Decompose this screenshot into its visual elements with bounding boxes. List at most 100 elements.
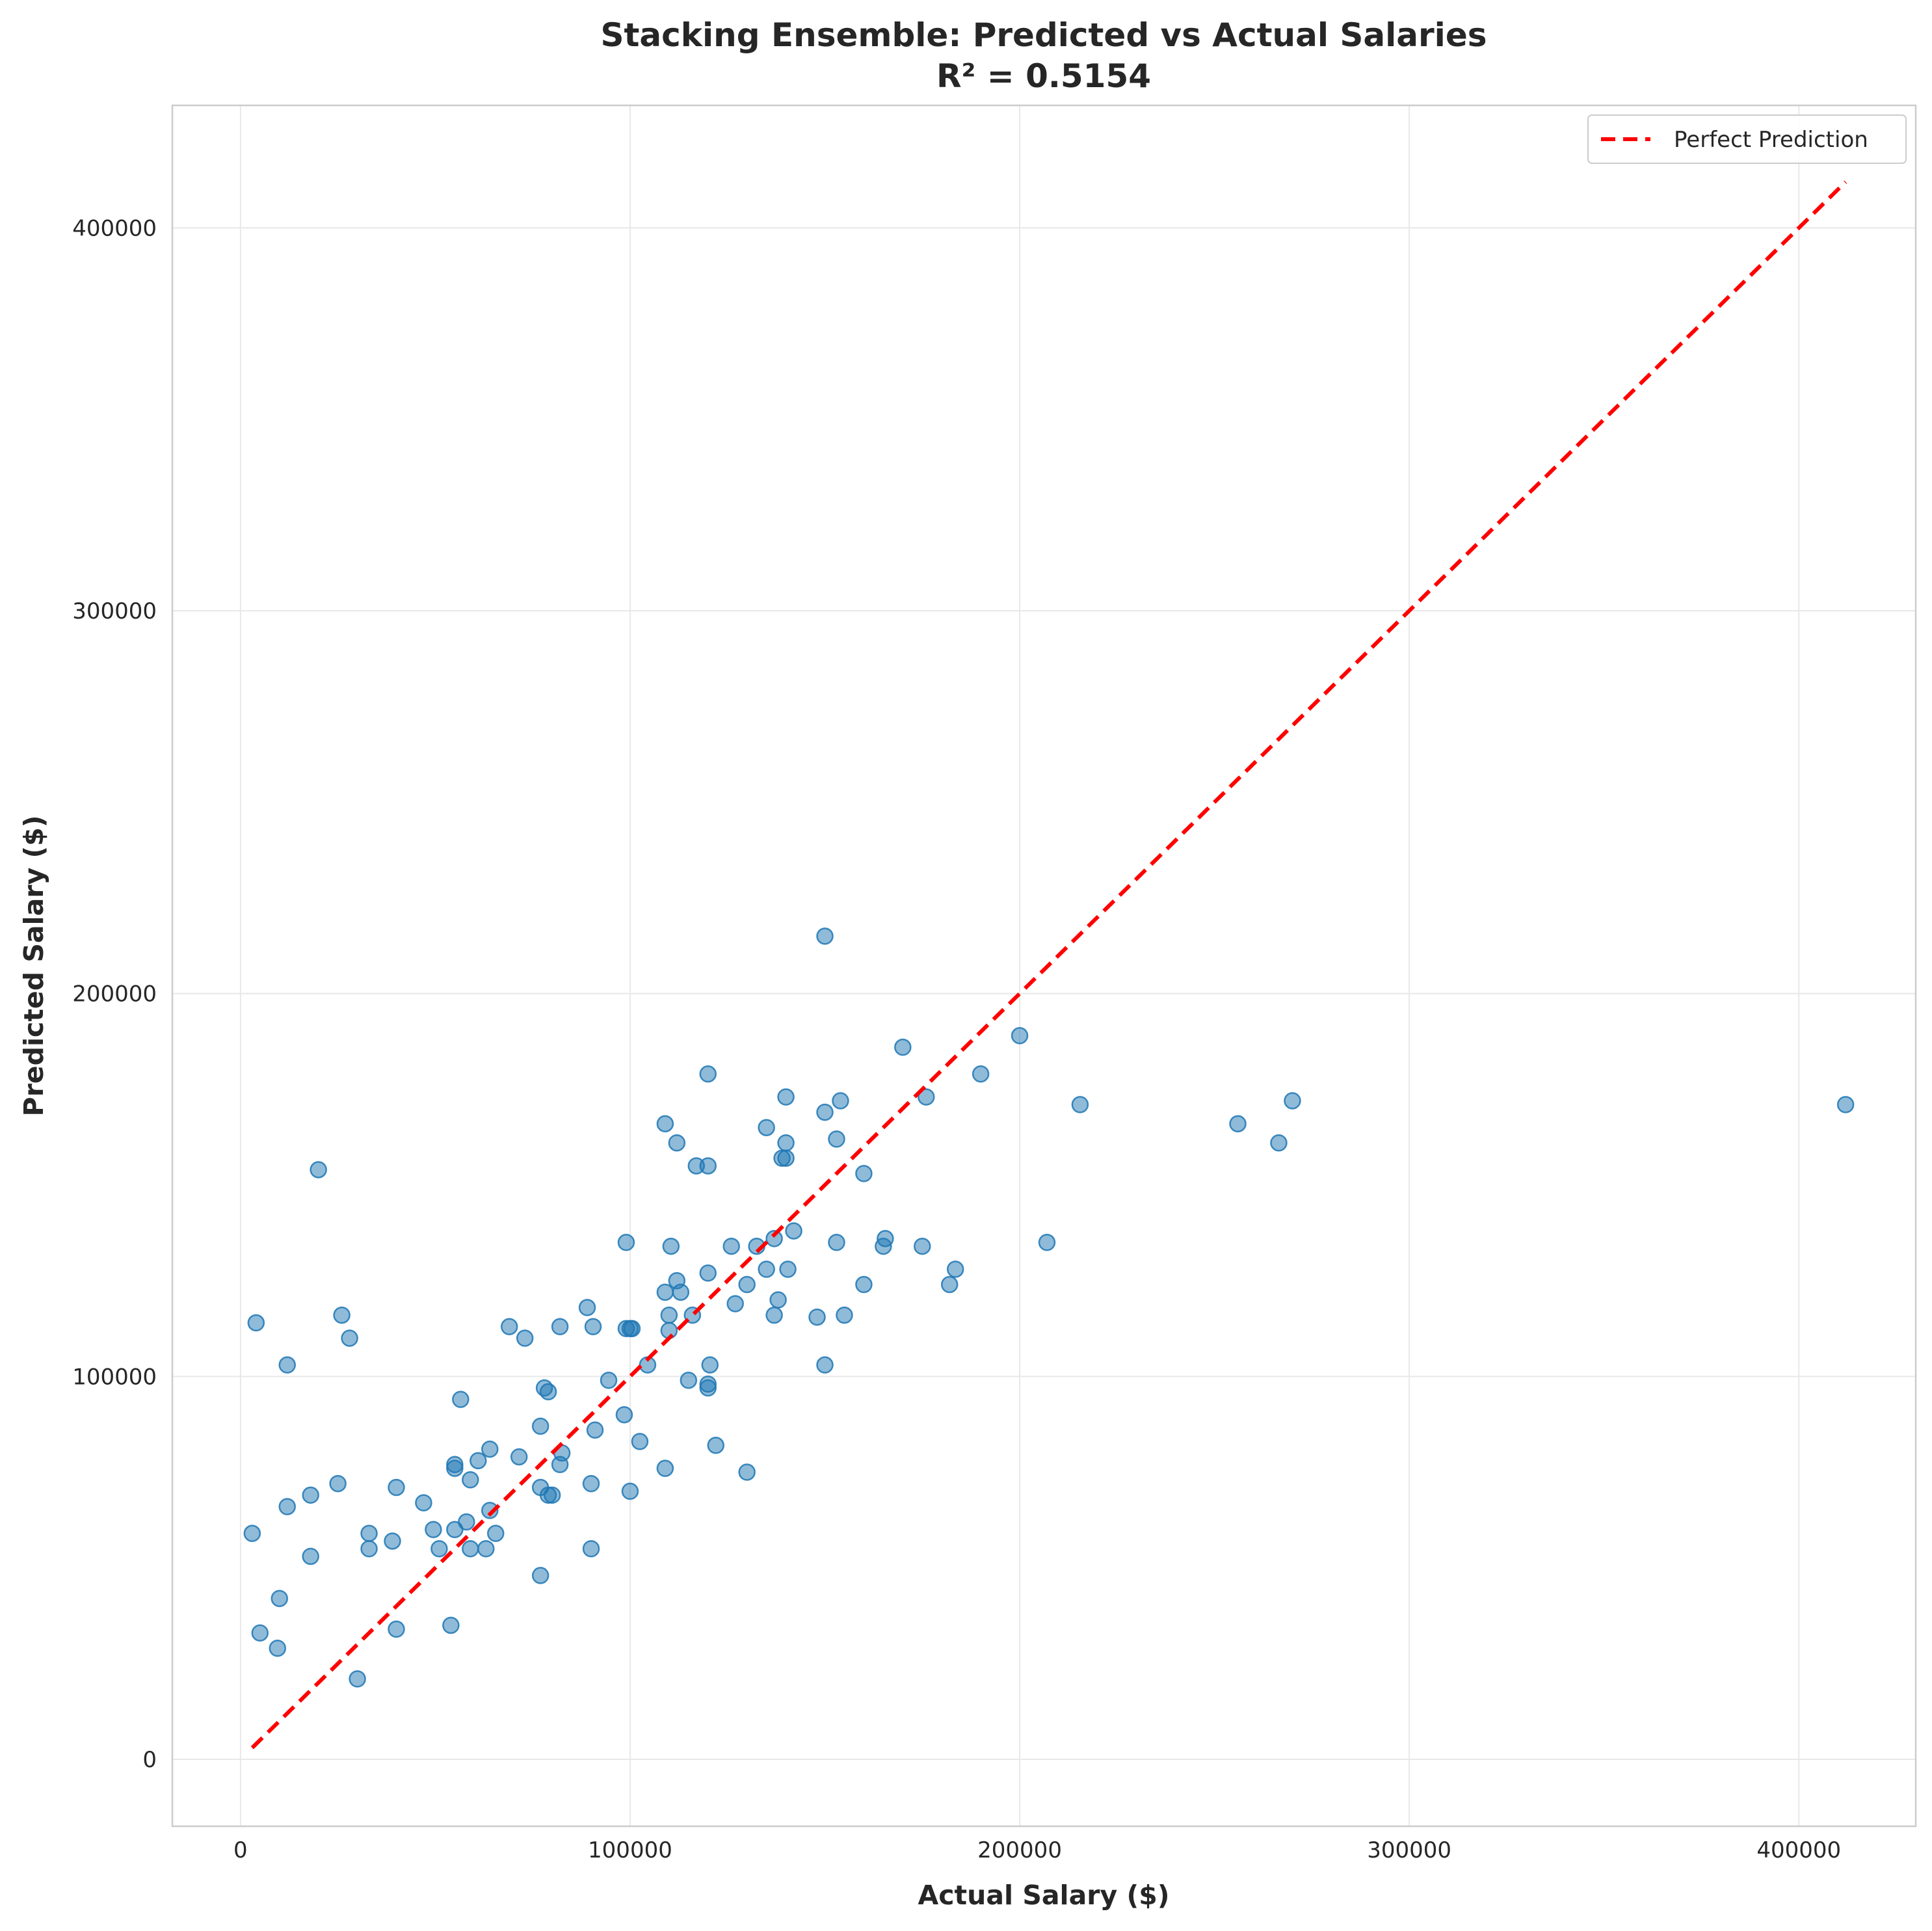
data-point [551, 1318, 569, 1336]
y-tick-label: 300000 [72, 598, 157, 624]
data-point [777, 1088, 795, 1106]
data-point [531, 1417, 549, 1435]
data-point [302, 1486, 319, 1504]
data-point [855, 1275, 873, 1294]
data-point [452, 1391, 470, 1408]
data-point [349, 1670, 366, 1688]
data-point [487, 1525, 505, 1542]
data-point [816, 1356, 834, 1374]
data-point [946, 1260, 964, 1278]
data-point [738, 1463, 756, 1481]
data-point [543, 1486, 561, 1504]
plot-frame [171, 104, 1917, 1828]
perfect-prediction-line [250, 180, 1847, 1750]
data-point [582, 1474, 600, 1493]
data-point [1229, 1115, 1247, 1133]
data-point [278, 1498, 296, 1515]
data-point [777, 1134, 795, 1152]
data-point [758, 1119, 775, 1136]
data-point [578, 1299, 596, 1316]
y-axis-label: Predicted Salary ($) [18, 816, 49, 1117]
legend-box [1587, 114, 1907, 164]
data-point [388, 1478, 405, 1497]
data-point [758, 1260, 775, 1278]
data-point [462, 1539, 479, 1558]
data-point [425, 1521, 442, 1539]
data-point [699, 1065, 717, 1083]
data-point [243, 1525, 261, 1542]
data-point [785, 1222, 802, 1240]
data-point [384, 1532, 401, 1550]
y-tick-label: 100000 [72, 1364, 157, 1390]
data-point [894, 1038, 912, 1056]
chart-title: Stacking Ensemble: Predicted vs Actual S… [600, 16, 1487, 54]
data-point [360, 1525, 378, 1542]
data-point [329, 1474, 347, 1493]
data-point [816, 1103, 834, 1121]
data-point [722, 1237, 740, 1255]
data-point [446, 1456, 464, 1473]
data-point [600, 1371, 618, 1389]
data-point [617, 1234, 635, 1251]
data-point [777, 1149, 795, 1167]
data-point [914, 1237, 931, 1255]
data-point [388, 1620, 405, 1638]
data-point [855, 1165, 873, 1182]
data-point [765, 1306, 783, 1324]
y-tick-label: 200000 [72, 981, 157, 1007]
data-point [672, 1283, 690, 1301]
data-point [1836, 1096, 1855, 1113]
data-point [247, 1314, 265, 1332]
data-point [470, 1452, 487, 1470]
data-point [500, 1318, 518, 1336]
data-point [415, 1494, 432, 1512]
data-point [699, 1157, 717, 1175]
chart-subtitle: R² = 0.5154 [936, 57, 1151, 95]
legend-label: Perfect Prediction [1674, 127, 1868, 153]
data-points [243, 927, 1855, 1688]
data-point [341, 1329, 358, 1347]
data-point [430, 1539, 448, 1558]
data-point [302, 1547, 319, 1565]
data-point [531, 1567, 549, 1584]
data-point [1038, 1234, 1056, 1251]
data-point [615, 1405, 633, 1424]
data-point [699, 1264, 717, 1282]
data-point [828, 1130, 845, 1148]
data-point [462, 1471, 479, 1489]
data-point [769, 1291, 787, 1309]
data-point [828, 1234, 845, 1251]
data-point [278, 1356, 296, 1374]
x-tick-label: 400000 [1756, 1837, 1841, 1863]
data-point [477, 1539, 495, 1558]
data-point [877, 1230, 894, 1247]
data-point [699, 1379, 717, 1397]
x-tick-label: 0 [233, 1837, 248, 1863]
x-tick-label: 200000 [977, 1837, 1062, 1863]
data-point [779, 1260, 797, 1278]
data-point [621, 1482, 639, 1500]
data-point [539, 1383, 557, 1401]
data-point [738, 1275, 756, 1294]
data-point [668, 1134, 686, 1152]
data-point [1071, 1096, 1089, 1113]
data-point [707, 1437, 725, 1454]
x-tick-label: 300000 [1367, 1837, 1451, 1863]
data-point [940, 1275, 959, 1294]
data-point [269, 1640, 287, 1657]
data-point [656, 1115, 674, 1133]
data-point [458, 1513, 475, 1531]
data-point [584, 1318, 602, 1336]
data-point [271, 1590, 289, 1608]
data-point [662, 1237, 680, 1255]
data-point [442, 1616, 460, 1634]
data-point [726, 1295, 744, 1312]
x-tick-label: 100000 [588, 1837, 672, 1863]
data-point [808, 1308, 826, 1326]
data-point [481, 1502, 499, 1519]
data-point [656, 1283, 674, 1301]
data-point [360, 1539, 378, 1558]
data-point [582, 1539, 600, 1558]
data-point [918, 1088, 935, 1106]
